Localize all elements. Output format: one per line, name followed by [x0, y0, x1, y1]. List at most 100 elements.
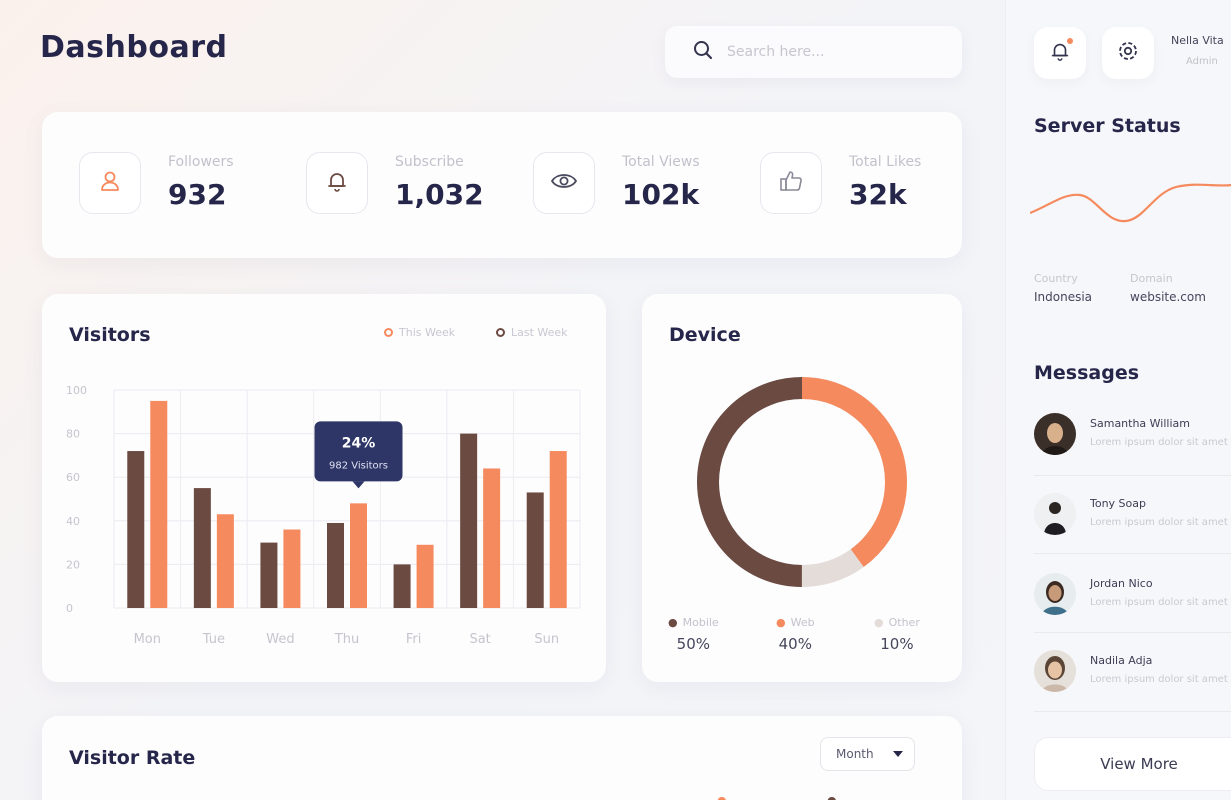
view-more-button[interactable]: View More	[1034, 737, 1231, 791]
message-preview: Lorem ipsum dolor sit amet	[1090, 674, 1228, 685]
divider	[1034, 553, 1231, 554]
legend-label: Other	[888, 616, 920, 629]
stat-value: 32k	[849, 178, 907, 211]
bar-last-week[interactable]	[260, 542, 278, 608]
message-sender: Jordan Nico	[1090, 577, 1153, 590]
user-name[interactable]: Nella Vita	[1171, 34, 1224, 47]
gear-icon	[1116, 39, 1140, 67]
message-preview: Lorem ipsum dolor sit amet	[1090, 437, 1228, 448]
device-title: Device	[669, 324, 741, 346]
x-tick-label: Thu	[334, 632, 359, 647]
messages-title: Messages	[1034, 362, 1140, 384]
search-input[interactable]	[727, 44, 927, 60]
search-icon[interactable]	[693, 40, 713, 64]
device-legend-mobile: ● Mobile 50%	[668, 616, 719, 653]
legend-percent: 50%	[676, 635, 711, 653]
legend-label: Web	[790, 616, 815, 629]
bell-icon	[1049, 40, 1071, 66]
stat-value: 102k	[622, 178, 700, 211]
bar-last-week[interactable]	[327, 522, 344, 608]
caret-down-icon	[892, 747, 904, 761]
y-tick-label: 40	[66, 515, 80, 528]
bar-this-week[interactable]	[216, 514, 234, 608]
server-status-line	[1030, 183, 1231, 223]
visitors-title: Visitors	[69, 324, 151, 346]
stat-label: Total Views	[622, 154, 700, 170]
visitors-bar-chart: 100 80 60 40 20 0 Mon Tue Wed Thu Fri Sat Sun 24% 982 …	[66, 384, 581, 647]
notification-dot	[1067, 38, 1073, 44]
page-title: Dashboard	[40, 30, 228, 65]
bar-last-week[interactable]	[393, 564, 411, 608]
message-item[interactable]: Samantha William Lorem ipsum dolor sit a…	[1034, 413, 1231, 483]
y-tick-label: 0	[66, 602, 73, 615]
legend-dot	[384, 328, 393, 337]
domain-label: Domain	[1130, 272, 1173, 285]
legend-this-week[interactable]: This Week	[384, 326, 455, 339]
x-tick-label: Mon	[134, 632, 161, 647]
x-tick-label: Sun	[534, 632, 559, 647]
tooltip-percent: 24%	[342, 435, 376, 451]
bar-last-week[interactable]	[193, 488, 211, 608]
message-sender: Samantha William	[1090, 417, 1190, 430]
visitor-rate-card: Visitor Rate Month ● ●	[42, 716, 962, 800]
stat-subscribe[interactable]: Subscribe 1,032	[306, 152, 484, 214]
stat-followers[interactable]: Followers 932	[79, 152, 234, 214]
x-tick-label: Wed	[266, 632, 294, 647]
x-tick-label: Tue	[202, 632, 225, 647]
right-sidebar: Nella Vita Admin Server Status Country I…	[1005, 0, 1231, 800]
x-tick-label: Sat	[469, 632, 490, 647]
message-preview: Lorem ipsum dolor sit amet	[1090, 597, 1228, 608]
eye-icon	[550, 169, 578, 197]
search-bar[interactable]	[665, 26, 962, 78]
stat-total-views[interactable]: Total Views 102k	[533, 152, 700, 214]
tooltip-text: 982 Visitors	[329, 460, 388, 471]
avatar	[1034, 413, 1076, 455]
thumbs-up-icon	[778, 168, 804, 198]
donut-segment-mobile[interactable]	[697, 377, 907, 587]
visitor-rate-title: Visitor Rate	[69, 747, 196, 769]
bar-this-week[interactable]	[483, 468, 501, 608]
divider	[1034, 711, 1231, 712]
bar-last-week[interactable]	[460, 433, 478, 608]
domain-value: website.com	[1130, 290, 1206, 304]
legend-last-week[interactable]: Last Week	[496, 326, 568, 339]
legend-dot	[496, 328, 505, 337]
user-icon	[97, 168, 123, 198]
message-item[interactable]: Jordan Nico Lorem ipsum dolor sit amet	[1034, 573, 1231, 643]
settings-button[interactable]	[1102, 27, 1154, 79]
dropdown-value: Month	[836, 747, 874, 761]
y-tick-label: 80	[66, 428, 80, 441]
bar-this-week[interactable]	[150, 400, 168, 608]
stat-label: Followers	[168, 154, 234, 170]
notification-button[interactable]	[1034, 27, 1086, 79]
country-label: Country	[1034, 272, 1078, 285]
bar-this-week[interactable]	[416, 544, 434, 608]
visitors-card: Visitors This Week Last Week 100 80 60 40 20…	[42, 294, 606, 682]
stat-total-likes[interactable]: Total Likes 32k	[760, 152, 921, 214]
server-status-title: Server Status	[1034, 115, 1181, 137]
country-value: Indonesia	[1034, 290, 1093, 304]
message-sender: Tony Soap	[1090, 497, 1146, 510]
message-item[interactable]: Tony Soap Lorem ipsum dolor sit amet	[1034, 493, 1231, 563]
device-donut-chart	[697, 377, 907, 587]
divider	[1034, 475, 1231, 476]
stats-card: Followers 932 Subscribe 1,032 Tota	[42, 112, 962, 258]
message-item[interactable]: Nadila Adja Lorem ipsum dolor sit amet	[1034, 650, 1231, 720]
x-tick-label: Fri	[406, 632, 422, 647]
device-legend-other: ● Other 10%	[874, 616, 920, 653]
legend-label: Last Week	[511, 326, 568, 339]
stat-value: 1,032	[395, 178, 484, 211]
bar-last-week[interactable]	[526, 492, 544, 608]
bar-this-week[interactable]	[549, 451, 567, 608]
donut-segment-other[interactable]	[697, 377, 907, 587]
stat-label: Subscribe	[395, 154, 464, 170]
y-tick-label: 20	[66, 558, 80, 571]
bar-this-week[interactable]	[283, 529, 301, 608]
period-dropdown[interactable]: Month	[820, 737, 915, 771]
stat-value: 932	[168, 178, 227, 211]
rate-legend-dot: ●	[717, 794, 727, 800]
bar-last-week[interactable]	[127, 451, 145, 608]
bar-this-week[interactable]	[350, 503, 367, 608]
y-tick-label: 100	[66, 384, 87, 397]
stat-label: Total Likes	[849, 154, 922, 170]
